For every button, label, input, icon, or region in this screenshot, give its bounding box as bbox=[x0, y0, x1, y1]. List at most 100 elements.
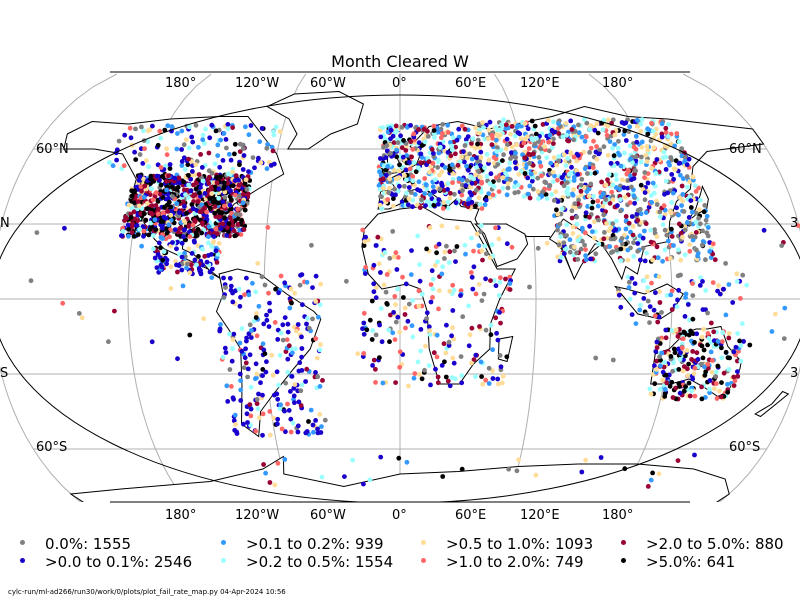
station-point bbox=[424, 186, 430, 192]
station-point bbox=[181, 179, 187, 185]
station-point bbox=[466, 201, 471, 207]
station-point bbox=[160, 257, 166, 263]
station-point bbox=[236, 182, 242, 188]
station-point bbox=[505, 181, 511, 187]
station-point bbox=[500, 175, 506, 181]
station-point bbox=[677, 390, 683, 396]
station-point bbox=[497, 353, 503, 358]
station-point bbox=[260, 341, 266, 347]
station-point bbox=[426, 324, 432, 330]
station-point bbox=[157, 191, 163, 197]
station-point bbox=[210, 199, 216, 205]
station-point bbox=[447, 249, 453, 255]
station-point bbox=[600, 203, 606, 209]
station-point bbox=[190, 222, 196, 228]
station-point bbox=[284, 337, 290, 343]
station-point bbox=[168, 286, 174, 291]
station-point bbox=[285, 329, 291, 335]
station-point bbox=[434, 250, 439, 256]
station-point bbox=[410, 197, 416, 203]
station-point bbox=[147, 192, 153, 198]
station-point bbox=[441, 341, 447, 347]
station-point bbox=[212, 161, 218, 167]
station-point bbox=[216, 195, 222, 201]
station-point bbox=[386, 190, 392, 196]
station-point bbox=[467, 332, 473, 338]
station-point bbox=[272, 320, 278, 325]
station-point bbox=[253, 361, 259, 367]
station-point bbox=[658, 363, 663, 369]
station-point bbox=[651, 307, 657, 313]
station-point bbox=[601, 212, 607, 218]
station-point bbox=[193, 186, 199, 192]
station-point bbox=[429, 196, 435, 202]
station-point bbox=[605, 152, 611, 158]
station-point bbox=[663, 335, 669, 341]
station-point bbox=[222, 215, 228, 221]
station-point bbox=[149, 224, 155, 230]
station-point bbox=[471, 357, 477, 362]
station-point bbox=[707, 386, 712, 392]
station-point bbox=[416, 165, 421, 171]
station-point bbox=[663, 130, 669, 135]
station-point bbox=[194, 262, 199, 268]
station-point bbox=[164, 146, 170, 152]
station-point bbox=[578, 188, 584, 194]
station-point bbox=[644, 159, 650, 165]
station-point bbox=[200, 137, 206, 143]
station-point bbox=[719, 355, 725, 361]
station-point bbox=[487, 181, 493, 187]
station-point bbox=[618, 304, 624, 310]
station-point bbox=[454, 225, 460, 231]
station-point bbox=[707, 240, 713, 245]
station-point bbox=[584, 257, 589, 263]
station-point bbox=[459, 192, 465, 198]
station-point bbox=[265, 142, 270, 147]
station-point bbox=[459, 380, 465, 386]
station-point bbox=[601, 236, 607, 242]
station-point bbox=[440, 264, 446, 270]
station-point bbox=[625, 185, 631, 191]
station-point bbox=[686, 361, 691, 367]
station-point bbox=[230, 290, 236, 296]
station-point bbox=[28, 278, 34, 284]
station-point bbox=[388, 150, 393, 156]
station-point bbox=[575, 238, 581, 244]
station-point bbox=[275, 416, 281, 422]
station-point bbox=[407, 166, 413, 172]
station-point bbox=[673, 385, 679, 391]
station-point bbox=[230, 183, 236, 189]
station-point bbox=[227, 202, 233, 208]
station-point bbox=[516, 171, 522, 177]
station-point bbox=[430, 276, 436, 282]
station-point bbox=[543, 192, 549, 198]
station-point bbox=[668, 210, 674, 216]
station-point bbox=[579, 469, 585, 475]
station-point bbox=[209, 244, 215, 249]
station-point bbox=[633, 321, 639, 326]
station-point bbox=[450, 325, 455, 331]
station-point bbox=[692, 393, 698, 399]
station-point bbox=[682, 252, 688, 258]
station-point bbox=[689, 233, 695, 239]
station-point bbox=[379, 339, 385, 345]
station-point bbox=[441, 200, 447, 206]
station-point bbox=[286, 408, 292, 413]
station-point bbox=[167, 234, 172, 240]
station-point bbox=[278, 402, 284, 408]
station-point bbox=[480, 381, 486, 387]
station-point bbox=[621, 185, 627, 191]
station-point bbox=[708, 349, 714, 355]
station-point bbox=[725, 381, 730, 387]
station-point bbox=[133, 157, 139, 163]
station-point bbox=[565, 185, 571, 191]
station-point bbox=[633, 154, 639, 160]
station-point bbox=[460, 177, 465, 183]
station-point bbox=[199, 230, 205, 236]
station-point bbox=[591, 235, 597, 241]
station-point bbox=[503, 276, 508, 282]
station-point bbox=[406, 185, 412, 190]
station-point bbox=[202, 141, 207, 146]
station-point bbox=[184, 265, 189, 271]
station-point bbox=[610, 197, 616, 203]
